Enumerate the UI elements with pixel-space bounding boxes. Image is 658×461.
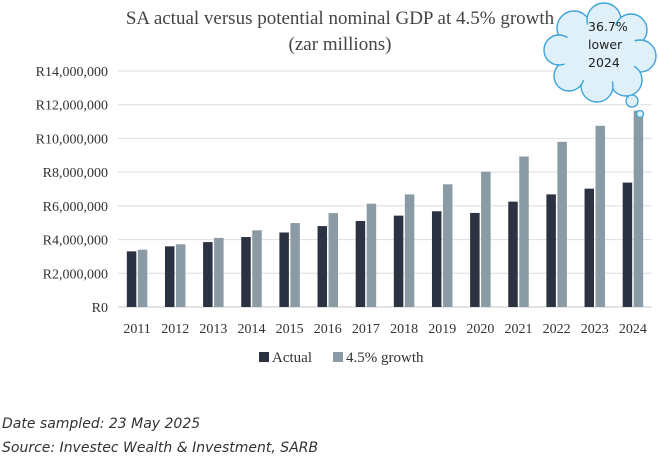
x-tick-label: 2017 <box>352 322 380 337</box>
y-tick-label: R0 <box>92 301 108 316</box>
y-axis-tick-labels: R0 R2,000,000 R4,000,000 R6,000,000 R8,000,0… <box>36 65 108 316</box>
bar-actual-2023 <box>584 188 595 307</box>
x-tick-label: 2013 <box>199 322 227 337</box>
legend-swatch-actual <box>259 352 269 362</box>
source-note: Source: Investec Wealth & Investment, SA… <box>2 440 319 456</box>
bar-growth-2024 <box>633 110 644 307</box>
legend-label-growth: 4.5% growth <box>346 350 424 366</box>
legend-label-actual: Actual <box>272 350 312 366</box>
y-tick-label: R2,000,000 <box>43 267 108 282</box>
bar-growth-2011 <box>137 249 148 307</box>
x-tick-label: 2015 <box>276 322 304 337</box>
bar-actual-2012 <box>164 246 175 307</box>
y-tick-label: R6,000,000 <box>43 200 108 215</box>
bar-actual-2015 <box>279 232 289 307</box>
bar-growth-2018 <box>404 194 415 307</box>
x-tick-label: 2021 <box>505 322 533 337</box>
date-sampled-note: Date sampled: 23 May 2025 <box>2 416 201 432</box>
bar-actual-2017 <box>355 221 366 307</box>
bar-actual-2016 <box>317 226 328 307</box>
gridlines <box>118 70 652 308</box>
x-tick-label: 2012 <box>161 322 189 337</box>
bar-growth-2012 <box>175 244 186 307</box>
x-tick-label: 2018 <box>390 322 418 337</box>
bar-growth-2017 <box>366 203 377 307</box>
callout-cloud: 36.7% lower 2024 <box>543 2 657 119</box>
bar-actual-2024 <box>622 182 633 307</box>
bar-actual-2013 <box>203 242 213 307</box>
legend: Actual 4.5% growth <box>259 350 424 366</box>
x-tick-label: 2016 <box>314 322 342 337</box>
bar-actual-2020 <box>470 212 480 307</box>
x-tick-label: 2014 <box>238 322 266 337</box>
bar-growth-2016 <box>328 213 339 307</box>
bar-growth-2014 <box>252 230 262 307</box>
bar-growth-2019 <box>442 184 453 307</box>
x-tick-label: 2024 <box>619 322 647 337</box>
bar-actual-2011 <box>126 251 137 307</box>
chart-title: SA actual versus potential nominal GDP a… <box>126 8 555 29</box>
chart-subtitle: (zar millions) <box>289 34 392 55</box>
bar-actual-2018 <box>393 215 404 307</box>
y-tick-label: R14,000,000 <box>36 65 108 80</box>
x-axis-tick-labels: 2011 2012 2013 2014 2015 2016 2017 2018 2019 2020… <box>123 322 647 337</box>
bars <box>126 110 644 308</box>
callout-line-1: 36.7% <box>588 19 628 34</box>
y-tick-label: R4,000,000 <box>43 234 108 249</box>
legend-swatch-growth <box>333 352 343 362</box>
bar-growth-2013 <box>214 237 224 307</box>
x-tick-label: 2019 <box>428 322 456 337</box>
bar-growth-2020 <box>481 171 491 307</box>
x-tick-label: 2011 <box>123 322 150 337</box>
callout-line-3: 2024 <box>588 55 620 70</box>
bar-growth-2022 <box>557 141 567 307</box>
x-tick-label: 2023 <box>581 322 609 337</box>
x-tick-label: 2020 <box>466 322 494 337</box>
y-tick-label: R8,000,000 <box>43 166 108 181</box>
bar-actual-2019 <box>431 211 442 307</box>
y-tick-label: R12,000,000 <box>36 99 108 114</box>
bar-growth-2023 <box>595 125 606 308</box>
bar-actual-2022 <box>546 194 556 307</box>
bar-growth-2015 <box>290 223 300 307</box>
x-tick-label: 2022 <box>543 322 571 337</box>
bar-actual-2021 <box>508 201 518 307</box>
bar-growth-2021 <box>519 156 529 307</box>
bar-actual-2014 <box>241 237 251 307</box>
y-tick-label: R10,000,000 <box>36 132 108 147</box>
callout-line-2: lower <box>588 37 623 52</box>
